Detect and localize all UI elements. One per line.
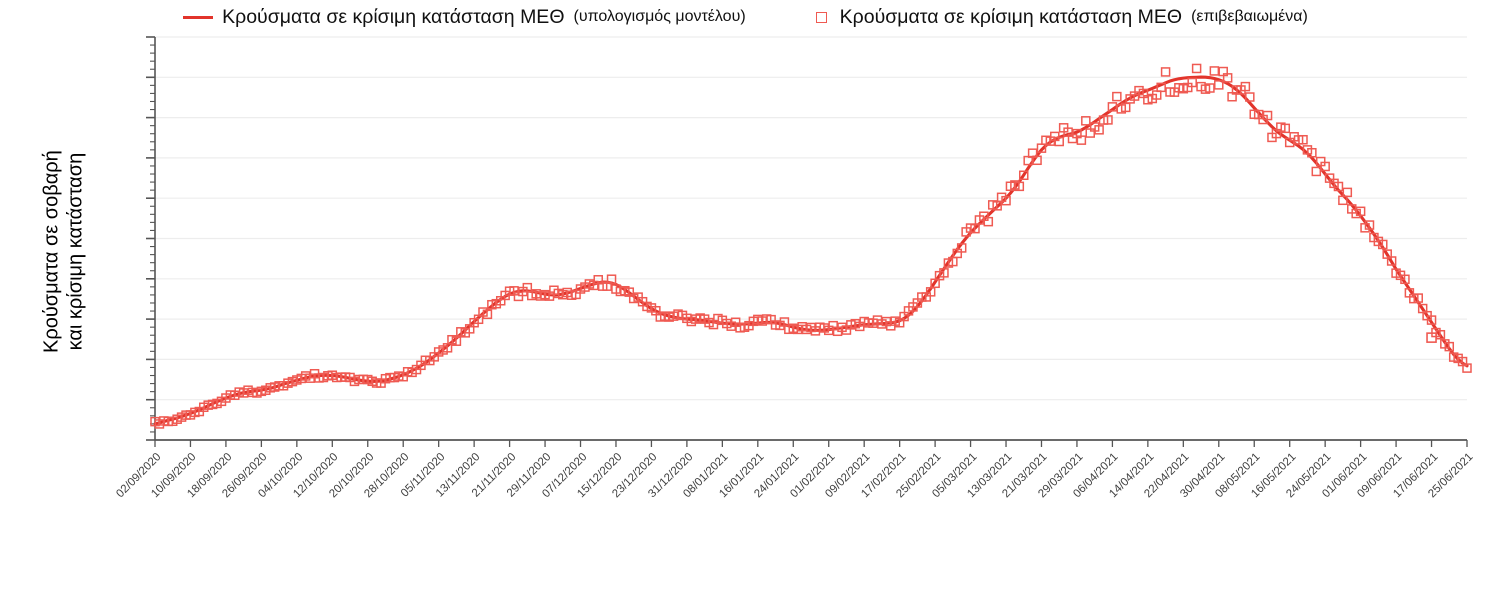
confirmed-data-marker xyxy=(1014,181,1025,192)
confirmed-data-marker xyxy=(1364,220,1375,230)
confirmed-data-marker xyxy=(1032,155,1042,166)
confirmed-data-marker xyxy=(1320,161,1330,172)
confirmed-data-marker xyxy=(1298,134,1308,145)
confirmed-data-marker xyxy=(1081,116,1091,126)
confirmed-outlier-marker xyxy=(1426,332,1437,343)
confirmed-data-marker xyxy=(1076,135,1087,145)
y-axis-tick-labels: 050100150200250300350400450500 xyxy=(0,0,140,531)
confirmed-data-marker xyxy=(1400,274,1410,285)
confirmed-data-marker xyxy=(1222,73,1233,83)
confirmed-data-marker xyxy=(1209,66,1220,76)
confirmed-data-marker xyxy=(1205,83,1215,93)
confirmed-data-marker xyxy=(1280,123,1291,134)
confirmed-data-marker xyxy=(451,336,462,346)
confirmed-data-marker xyxy=(983,216,994,227)
confirmed-data-marker xyxy=(606,274,617,284)
confirmed-data-marker xyxy=(1333,181,1344,192)
confirmed-data-marker xyxy=(1112,91,1122,102)
confirmed-markers-group xyxy=(150,63,1472,429)
confirmed-data-marker xyxy=(1103,115,1113,125)
confirmed-data-marker xyxy=(939,268,949,278)
confirmed-data-marker xyxy=(1342,187,1353,198)
plot-area xyxy=(146,36,1472,447)
confirmed-data-marker xyxy=(1355,206,1366,217)
confirmed-data-marker xyxy=(1054,136,1064,147)
confirmed-data-marker xyxy=(1156,82,1166,93)
confirmed-data-marker xyxy=(1001,195,1011,206)
confirmed-data-marker xyxy=(1019,170,1029,181)
confirmed-data-marker xyxy=(1413,293,1423,303)
confirmed-data-marker xyxy=(1444,341,1455,352)
model-line-series xyxy=(153,75,1469,426)
confirmed-data-marker xyxy=(1094,125,1104,135)
confirmed-data-marker xyxy=(1245,92,1255,102)
icu-cases-chart: Κρούσματα σε κρίσιμη κατάσταση ΜΕΘ (υπολ… xyxy=(0,0,1475,531)
confirmed-data-marker xyxy=(1262,110,1273,121)
confirmed-data-marker xyxy=(482,309,493,320)
confirmed-data-marker xyxy=(1311,166,1322,177)
confirmed-data-marker xyxy=(1386,256,1397,266)
confirmed-data-marker xyxy=(1107,102,1118,112)
confirmed-data-marker xyxy=(1191,63,1202,74)
confirmed-data-marker xyxy=(1462,363,1472,373)
confirmed-data-marker xyxy=(1426,315,1437,325)
confirmed-data-marker xyxy=(1160,67,1171,77)
confirmed-data-marker xyxy=(1240,81,1251,92)
confirmed-data-marker xyxy=(1187,77,1197,88)
confirmed-data-marker xyxy=(956,243,967,253)
confirmed-data-marker xyxy=(1378,239,1388,250)
confirmed-data-marker xyxy=(1307,147,1317,158)
confirmed-data-marker xyxy=(1214,80,1224,90)
